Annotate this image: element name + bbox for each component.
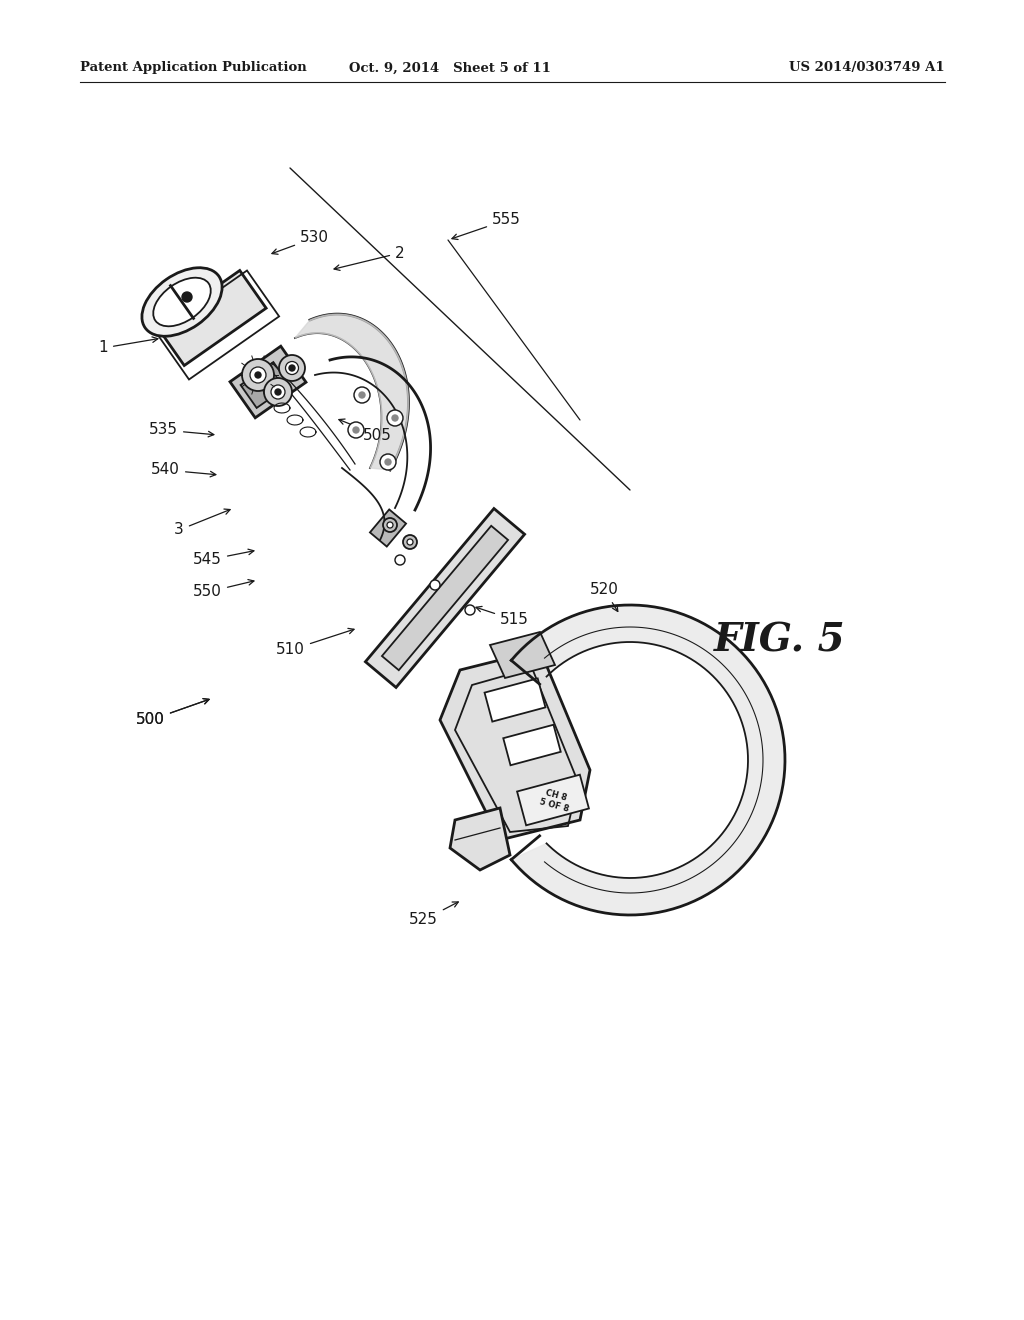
Polygon shape xyxy=(241,362,290,408)
Circle shape xyxy=(354,387,370,403)
Polygon shape xyxy=(517,775,589,825)
Circle shape xyxy=(407,539,413,545)
Text: 3: 3 xyxy=(174,510,230,537)
Text: Oct. 9, 2014   Sheet 5 of 11: Oct. 9, 2014 Sheet 5 of 11 xyxy=(349,62,551,74)
Circle shape xyxy=(242,359,274,391)
Ellipse shape xyxy=(142,268,222,337)
Polygon shape xyxy=(366,508,524,688)
Circle shape xyxy=(286,362,299,375)
Polygon shape xyxy=(158,271,266,366)
Circle shape xyxy=(380,454,396,470)
Circle shape xyxy=(250,367,266,383)
Polygon shape xyxy=(230,346,306,418)
Text: US 2014/0303749 A1: US 2014/0303749 A1 xyxy=(790,62,945,74)
Circle shape xyxy=(430,579,440,590)
Text: 540: 540 xyxy=(152,462,216,478)
Polygon shape xyxy=(450,808,510,870)
Ellipse shape xyxy=(154,277,211,326)
Text: 525: 525 xyxy=(410,902,459,928)
Circle shape xyxy=(289,366,295,371)
Text: 530: 530 xyxy=(272,231,329,255)
Text: 535: 535 xyxy=(150,422,214,437)
Text: CH 8
5 OF 8: CH 8 5 OF 8 xyxy=(538,787,572,813)
Text: FIG. 5: FIG. 5 xyxy=(714,620,846,659)
Circle shape xyxy=(264,378,292,407)
Circle shape xyxy=(279,355,305,381)
Polygon shape xyxy=(382,525,508,671)
Circle shape xyxy=(387,521,393,528)
Circle shape xyxy=(255,372,261,378)
Polygon shape xyxy=(511,605,785,915)
Circle shape xyxy=(465,605,475,615)
Text: 2: 2 xyxy=(334,246,404,271)
Circle shape xyxy=(385,459,391,465)
Text: 545: 545 xyxy=(194,549,254,568)
Text: 500: 500 xyxy=(136,698,209,727)
Polygon shape xyxy=(370,510,407,546)
Text: 500: 500 xyxy=(136,698,209,727)
Circle shape xyxy=(383,517,397,532)
Circle shape xyxy=(275,389,281,395)
Polygon shape xyxy=(295,314,409,470)
Text: 520: 520 xyxy=(590,582,618,611)
Text: Patent Application Publication: Patent Application Publication xyxy=(80,62,307,74)
Circle shape xyxy=(387,411,403,426)
Text: 505: 505 xyxy=(339,418,392,442)
Circle shape xyxy=(348,422,364,438)
Circle shape xyxy=(182,292,193,302)
Polygon shape xyxy=(490,632,555,678)
Text: 550: 550 xyxy=(194,579,254,599)
Circle shape xyxy=(271,385,285,399)
Circle shape xyxy=(403,535,417,549)
Polygon shape xyxy=(503,725,561,766)
Text: 1: 1 xyxy=(98,337,158,355)
Text: 515: 515 xyxy=(476,606,528,627)
Polygon shape xyxy=(484,678,546,722)
Circle shape xyxy=(395,554,406,565)
Polygon shape xyxy=(440,649,590,840)
Circle shape xyxy=(359,392,365,399)
Circle shape xyxy=(353,426,359,433)
Text: 510: 510 xyxy=(276,628,354,657)
Text: 555: 555 xyxy=(452,213,521,239)
Circle shape xyxy=(392,414,398,421)
